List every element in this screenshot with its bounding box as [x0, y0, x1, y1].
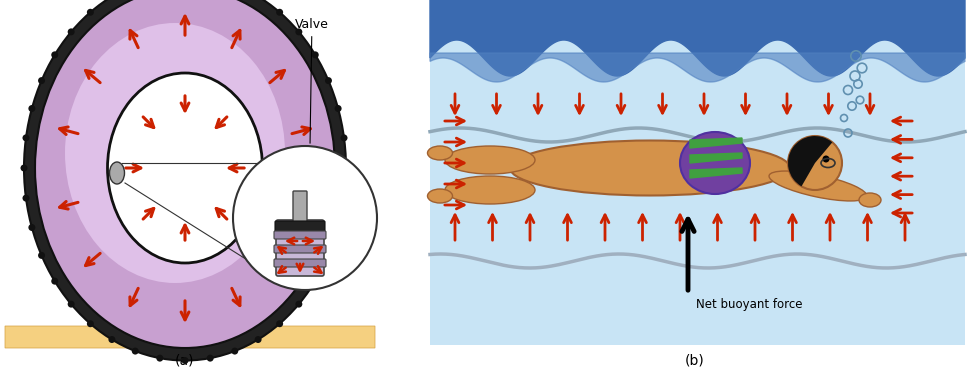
- Ellipse shape: [65, 23, 285, 283]
- FancyBboxPatch shape: [430, 35, 965, 345]
- Circle shape: [87, 9, 94, 16]
- Circle shape: [20, 164, 27, 172]
- Circle shape: [108, 336, 115, 343]
- Polygon shape: [430, 53, 965, 82]
- Circle shape: [340, 195, 347, 202]
- Ellipse shape: [769, 171, 867, 201]
- Circle shape: [334, 224, 341, 231]
- Ellipse shape: [445, 146, 535, 174]
- Text: Net buoyant force: Net buoyant force: [696, 298, 802, 311]
- Circle shape: [295, 28, 302, 35]
- FancyBboxPatch shape: [5, 326, 375, 348]
- Ellipse shape: [107, 73, 262, 263]
- Ellipse shape: [35, 0, 335, 348]
- FancyBboxPatch shape: [276, 220, 324, 276]
- Circle shape: [340, 134, 347, 141]
- Circle shape: [276, 9, 283, 16]
- FancyBboxPatch shape: [293, 191, 307, 225]
- Circle shape: [342, 164, 349, 172]
- Text: (a): (a): [176, 353, 195, 367]
- Circle shape: [207, 355, 214, 362]
- Ellipse shape: [24, 0, 346, 360]
- Ellipse shape: [427, 189, 452, 203]
- Circle shape: [325, 77, 332, 84]
- Circle shape: [276, 320, 283, 327]
- Circle shape: [28, 224, 35, 231]
- Circle shape: [254, 336, 261, 343]
- Wedge shape: [788, 136, 833, 186]
- Text: Valve: Valve: [295, 18, 329, 143]
- Circle shape: [67, 28, 75, 35]
- FancyBboxPatch shape: [274, 231, 326, 239]
- Circle shape: [52, 278, 58, 285]
- Circle shape: [312, 278, 319, 285]
- FancyBboxPatch shape: [274, 245, 326, 253]
- Circle shape: [22, 134, 29, 141]
- Polygon shape: [690, 138, 742, 148]
- FancyBboxPatch shape: [274, 259, 326, 267]
- Circle shape: [132, 348, 138, 355]
- Ellipse shape: [510, 141, 790, 195]
- Circle shape: [334, 105, 341, 112]
- Polygon shape: [430, 0, 965, 76]
- Circle shape: [38, 252, 45, 259]
- Circle shape: [788, 136, 842, 190]
- Circle shape: [295, 301, 302, 308]
- Circle shape: [67, 301, 75, 308]
- Ellipse shape: [427, 146, 452, 160]
- Ellipse shape: [859, 193, 881, 207]
- Circle shape: [22, 195, 29, 202]
- Ellipse shape: [118, 85, 253, 251]
- Circle shape: [38, 77, 45, 84]
- Ellipse shape: [680, 132, 750, 194]
- Circle shape: [325, 252, 332, 259]
- Circle shape: [823, 156, 830, 163]
- Circle shape: [233, 146, 377, 290]
- Text: (b): (b): [685, 353, 705, 367]
- Ellipse shape: [445, 176, 535, 204]
- Circle shape: [231, 348, 238, 355]
- FancyBboxPatch shape: [275, 221, 325, 235]
- Circle shape: [156, 355, 164, 362]
- Circle shape: [312, 51, 319, 58]
- Polygon shape: [690, 153, 742, 163]
- Circle shape: [87, 320, 94, 327]
- Polygon shape: [690, 168, 742, 178]
- Circle shape: [28, 105, 35, 112]
- Ellipse shape: [109, 162, 125, 184]
- Circle shape: [181, 357, 188, 364]
- Circle shape: [52, 51, 58, 58]
